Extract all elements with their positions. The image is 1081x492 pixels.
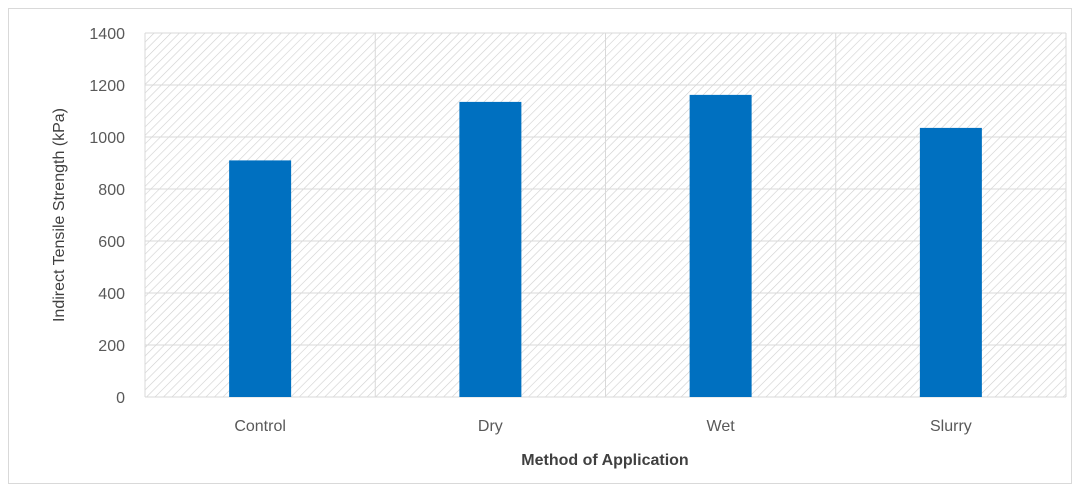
- y-tick-label: 200: [98, 338, 125, 355]
- x-tick-label: Dry: [478, 418, 503, 435]
- x-tick-labels: Control Dry Wet Slurry: [234, 418, 971, 435]
- x-tick-label: Slurry: [930, 418, 972, 435]
- bar-wet: [689, 94, 752, 397]
- y-tick-label: 600: [98, 234, 125, 251]
- y-tick-labels: 0 200 400 600 800 1000 1200 1400: [89, 26, 125, 407]
- bar-slurry: [919, 127, 982, 398]
- gridlines: [144, 32, 1067, 398]
- y-tick-label: 1400: [89, 26, 125, 43]
- y-tick-label: 400: [98, 286, 125, 303]
- x-axis-title: Method of Application: [521, 452, 688, 469]
- y-tick-label: 1200: [89, 78, 125, 95]
- y-tick-label: 1000: [89, 130, 125, 147]
- x-tick-label: Wet: [707, 418, 736, 435]
- y-tick-label: 0: [116, 390, 125, 407]
- y-axis-title: Indirect Tensile Strength (kPa): [51, 108, 68, 322]
- y-tick-label: 800: [98, 182, 125, 199]
- bar-dry: [459, 101, 522, 398]
- x-tick-label: Control: [234, 418, 286, 435]
- bar-control: [229, 160, 292, 397]
- bars: [229, 94, 982, 398]
